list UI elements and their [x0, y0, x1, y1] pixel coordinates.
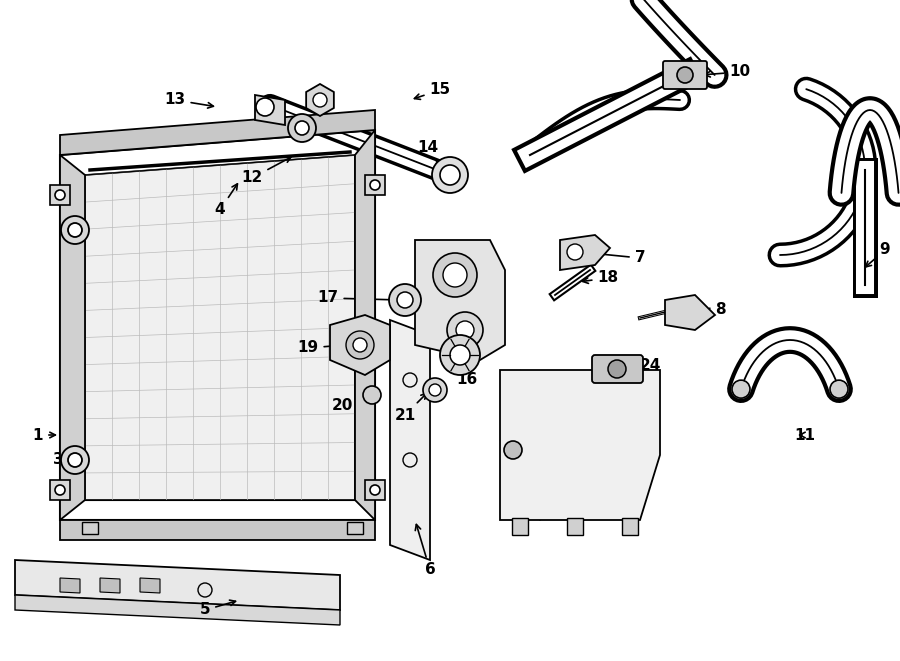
Circle shape [447, 312, 483, 348]
Text: 20: 20 [331, 396, 365, 412]
Polygon shape [60, 155, 85, 520]
Circle shape [288, 114, 316, 142]
Polygon shape [255, 95, 285, 125]
Circle shape [295, 121, 309, 135]
Polygon shape [500, 370, 660, 520]
Polygon shape [365, 480, 385, 500]
Circle shape [677, 67, 693, 83]
Circle shape [363, 386, 381, 404]
Circle shape [732, 380, 750, 398]
Circle shape [370, 180, 380, 190]
Text: 9: 9 [866, 243, 890, 267]
Circle shape [61, 216, 89, 244]
Text: 10: 10 [705, 65, 751, 79]
Circle shape [830, 380, 848, 398]
Circle shape [440, 335, 480, 375]
Circle shape [353, 338, 367, 352]
Circle shape [440, 165, 460, 185]
Circle shape [346, 331, 374, 359]
Text: 13: 13 [165, 93, 213, 108]
Circle shape [504, 441, 522, 459]
Polygon shape [347, 522, 363, 534]
Polygon shape [665, 295, 715, 330]
Text: 11: 11 [795, 428, 815, 442]
Circle shape [397, 292, 413, 308]
Circle shape [567, 244, 583, 260]
Circle shape [313, 93, 327, 107]
Polygon shape [140, 578, 160, 593]
Polygon shape [82, 522, 98, 534]
Text: 5: 5 [200, 600, 236, 617]
Polygon shape [330, 315, 390, 375]
Text: 14: 14 [418, 139, 443, 171]
Text: 18: 18 [582, 270, 618, 286]
Text: 21: 21 [394, 393, 427, 422]
Circle shape [61, 446, 89, 474]
Circle shape [450, 345, 470, 365]
Text: 3: 3 [53, 453, 70, 467]
FancyBboxPatch shape [592, 355, 643, 383]
Polygon shape [622, 518, 638, 535]
Polygon shape [15, 560, 340, 610]
Polygon shape [100, 578, 120, 593]
Text: 24: 24 [630, 358, 661, 373]
Text: 22: 22 [587, 387, 615, 403]
Circle shape [432, 157, 468, 193]
Circle shape [429, 384, 441, 396]
Text: 8: 8 [705, 303, 725, 317]
Polygon shape [60, 520, 375, 540]
Circle shape [423, 378, 447, 402]
Polygon shape [390, 320, 430, 560]
Circle shape [456, 321, 474, 339]
Text: 7: 7 [585, 251, 645, 266]
Polygon shape [85, 155, 355, 500]
Text: 6: 6 [415, 524, 436, 578]
Circle shape [433, 253, 477, 297]
Text: 23: 23 [512, 428, 534, 447]
Text: 15: 15 [414, 83, 451, 99]
Polygon shape [50, 185, 70, 205]
Text: 19: 19 [297, 340, 340, 356]
Text: 2: 2 [59, 212, 74, 229]
FancyBboxPatch shape [663, 61, 707, 89]
Polygon shape [567, 518, 583, 535]
Polygon shape [50, 480, 70, 500]
Circle shape [608, 360, 626, 378]
Circle shape [68, 453, 82, 467]
Text: 16: 16 [456, 360, 478, 387]
Polygon shape [15, 595, 340, 625]
Circle shape [370, 485, 380, 495]
Circle shape [389, 284, 421, 316]
Circle shape [68, 223, 82, 237]
Text: 12: 12 [241, 157, 291, 186]
Polygon shape [355, 130, 375, 520]
Polygon shape [415, 240, 505, 360]
Text: 4: 4 [215, 184, 238, 217]
Circle shape [256, 98, 274, 116]
Polygon shape [560, 235, 610, 270]
Text: 17: 17 [318, 290, 395, 305]
Circle shape [55, 485, 65, 495]
Polygon shape [512, 518, 528, 535]
Circle shape [443, 263, 467, 287]
Polygon shape [365, 175, 385, 195]
Circle shape [55, 190, 65, 200]
Polygon shape [60, 110, 375, 155]
Text: 1: 1 [32, 428, 56, 442]
Polygon shape [60, 578, 80, 593]
